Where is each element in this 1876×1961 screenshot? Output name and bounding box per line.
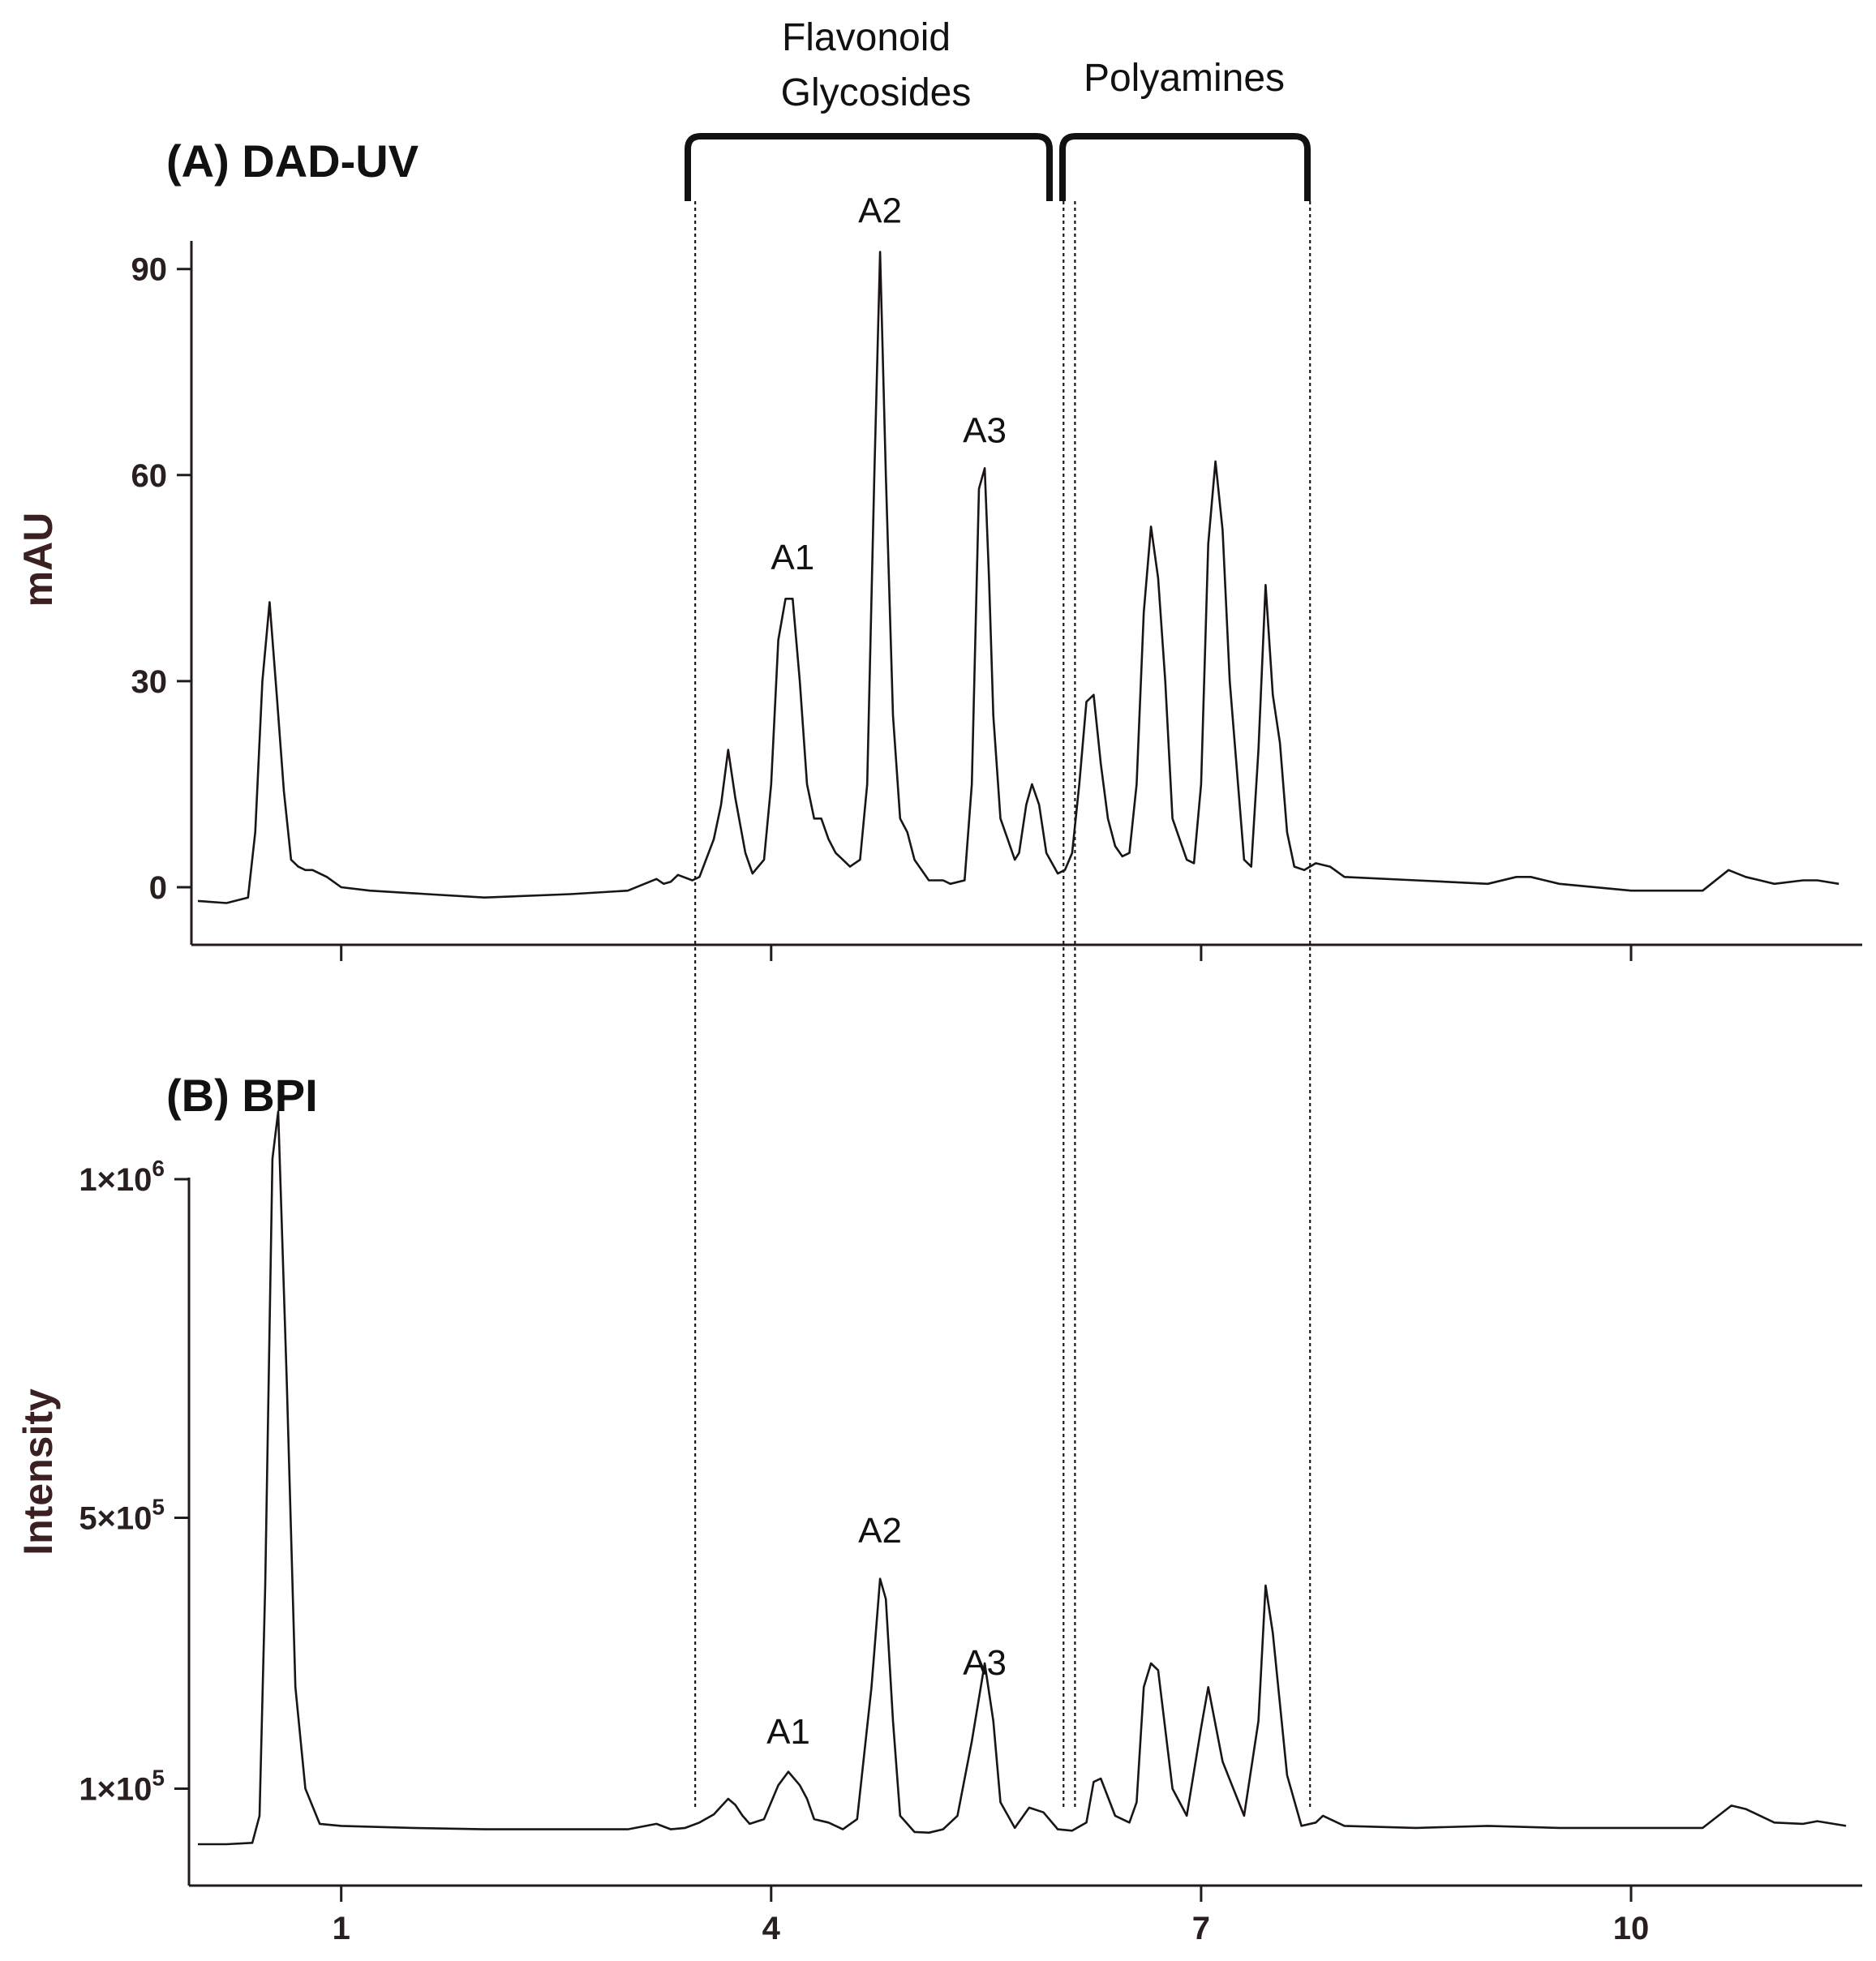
group-label-flavonoid-line1: Flavonoid bbox=[782, 16, 951, 59]
peak-label-a2: A2 bbox=[858, 191, 902, 230]
panel-a-y-tick-label: 60 bbox=[131, 458, 168, 494]
panel-a-title: (A) DAD-UV bbox=[166, 135, 419, 187]
region-guide-lines bbox=[694, 201, 1311, 1810]
panel-a-trace-0 bbox=[197, 251, 1840, 904]
panel-b-x-tick-label: 1 bbox=[333, 1911, 350, 1946]
panel-b-series bbox=[198, 1110, 1847, 1846]
peak-label-a3: A3 bbox=[963, 410, 1007, 450]
peak-label-a3: A3 bbox=[963, 1643, 1007, 1683]
panel-a-series bbox=[197, 251, 1840, 904]
group-label-polyamines: Polyamines bbox=[1084, 57, 1285, 100]
panel-a-y-tick-label: 90 bbox=[131, 252, 168, 288]
panel-b-title: (B) BPI bbox=[166, 1070, 318, 1121]
bracket-polyamines bbox=[1059, 133, 1311, 201]
region-groups: Flavonoid Glycosides Polyamines bbox=[685, 16, 1311, 201]
panel-a-x-ticks bbox=[340, 945, 1633, 961]
panel-a-y-axis-label: mAU bbox=[15, 513, 61, 607]
panel-b-y-ticks: 1×105 5×105 1×106 bbox=[79, 1156, 189, 1808]
panel-b-x-tick-label: 10 bbox=[1613, 1911, 1650, 1946]
panel-a-dad-uv: (A) DAD-UV mAU 0 30 60 90 A1 A2 A3 bbox=[15, 135, 1862, 961]
panel-b-bpi: (B) BPI Intensity 1 4 7 10 1×1055×1051×106 … bbox=[15, 1070, 1862, 1946]
panel-a-y-ticks: 0 30 60 90 bbox=[131, 252, 191, 906]
panel-b-y-tick-label: 1×106 bbox=[79, 1156, 165, 1198]
panel-b-y-tick-label: 5×105 bbox=[79, 1495, 165, 1537]
group-label-flavonoid-line2: Glycosides bbox=[781, 71, 972, 114]
panel-b-x-ticks: 1 4 7 10 bbox=[333, 1886, 1650, 1946]
panel-b-x-tick-label: 4 bbox=[762, 1911, 781, 1946]
panel-a-peak-labels: A1 A2 A3 bbox=[771, 191, 1007, 577]
peak-label-a2: A2 bbox=[858, 1511, 902, 1551]
panel-b-x-tick-label: 7 bbox=[1192, 1911, 1210, 1946]
peak-label-a1: A1 bbox=[766, 1712, 810, 1752]
bracket-flavonoid bbox=[685, 133, 1053, 201]
panel-b-trace-0 bbox=[198, 1110, 1847, 1846]
panel-a-y-tick-label: 30 bbox=[131, 664, 168, 700]
panel-b-peak-labels: A1 A2 A3 bbox=[766, 1511, 1007, 1752]
peak-label-a1: A1 bbox=[771, 538, 814, 577]
panel-b-y-tick-label: 1×105 bbox=[79, 1766, 165, 1808]
panel-a-y-tick-label: 0 bbox=[149, 870, 167, 906]
panel-b-y-axis-label: Intensity bbox=[15, 1388, 61, 1555]
